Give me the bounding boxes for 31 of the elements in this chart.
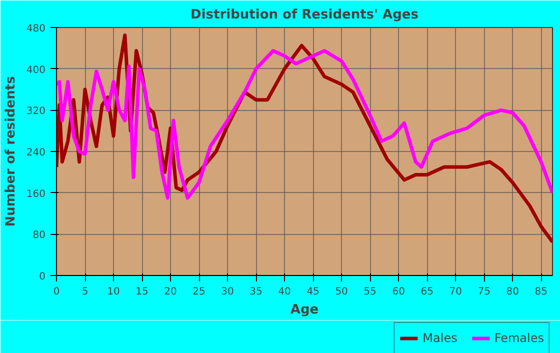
- x-tick-label: 30: [221, 286, 234, 298]
- legend-label: Males: [422, 331, 458, 345]
- y-tick-label: 160: [26, 188, 46, 200]
- x-tick-label: 35: [250, 286, 262, 298]
- line-series: [56, 49, 552, 200]
- x-tick-label: 50: [335, 286, 348, 298]
- x-tick-label: 5: [82, 286, 88, 298]
- legend-label: Females: [494, 331, 544, 345]
- x-tick-label: 15: [136, 286, 148, 298]
- x-tick-label: 80: [506, 286, 519, 298]
- chart-title: Distribution of Residents' Ages: [190, 8, 419, 22]
- y-tick-label: 320: [26, 106, 46, 118]
- x-tick-label: 40: [278, 286, 291, 298]
- y-tick-label: 80: [32, 230, 46, 242]
- x-tick-label: 10: [107, 286, 120, 298]
- y-tick-label: 480: [26, 24, 46, 34]
- x-tick-label: 45: [306, 286, 320, 298]
- x-tick-label: 65: [420, 286, 434, 298]
- x-tick-label: 60: [392, 286, 405, 298]
- x-tick-label: 70: [449, 286, 462, 298]
- x-tick-label: 55: [364, 286, 376, 298]
- x-axis-title: Age: [290, 302, 319, 318]
- y-tick-label: 400: [26, 64, 46, 76]
- x-tick-label: 85: [534, 286, 548, 298]
- y-tick-label: 0: [39, 272, 46, 282]
- x-tick-label: 75: [478, 286, 490, 298]
- y-tick-label: 240: [26, 148, 46, 158]
- x-tick-label: 20: [164, 286, 177, 298]
- x-tick-label: 25: [192, 286, 206, 298]
- y-axis-title: Number of residents: [3, 76, 18, 227]
- x-tick-label: 0: [53, 286, 60, 298]
